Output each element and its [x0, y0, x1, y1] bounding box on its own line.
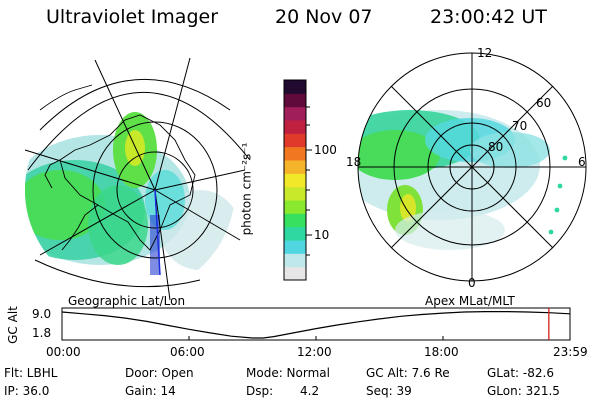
time-label: 23:00:42 UT [430, 6, 547, 28]
colorbar-tick-10: 10 [314, 228, 330, 242]
dsp-label: Dsp: [246, 384, 274, 398]
colorbar-segment [284, 93, 306, 108]
colorbar-segment [284, 226, 306, 241]
door-info: Door: Open [125, 366, 194, 380]
x-tick-0000: 00:00 [46, 345, 81, 359]
x-tick-1800: 18:00 [424, 345, 459, 359]
colorbar-segment [284, 186, 306, 201]
x-tick-0600: 06:00 [170, 345, 205, 359]
gc-alt-info: GC Alt: 7.6 Re [366, 366, 450, 380]
colorbar-segment [284, 173, 306, 188]
colorbar-segment [284, 200, 306, 214]
mlat-80-label: 80 [488, 140, 504, 154]
mlat-70-label: 70 [512, 119, 528, 133]
altitude-line [61, 311, 571, 339]
colorbar-segment [284, 146, 306, 161]
polar-dots [548, 155, 568, 235]
colorbar-segment [284, 253, 306, 268]
ip-info: IP: 36.0 [4, 384, 50, 398]
glon-info: GLon: 321.5 [487, 384, 560, 398]
date-label: 20 Nov 07 [275, 6, 373, 28]
colorbar-unit-label: photon cm⁻²s⁻¹ [239, 142, 254, 236]
altitude-ylabel: GC Alt [5, 306, 20, 344]
colorbar-segment [284, 106, 306, 121]
geographic-label: Geographic Lat/Lon [68, 294, 186, 308]
colorbar-segment [284, 240, 306, 254]
apex-label: Apex MLat/MLT [425, 294, 515, 308]
flt-info: Flt: LBHL [4, 366, 58, 380]
mlt-12-label: 12 [477, 46, 493, 60]
gain-info: Gain: 14 [125, 384, 176, 398]
colorbar-segment [284, 133, 306, 148]
colorbar-segment [284, 160, 306, 174]
colorbar-segment [284, 213, 306, 228]
x-tick-2359: 23:59 [553, 345, 588, 359]
colorbar-segment [284, 120, 306, 134]
colorbar-tick-100: 100 [314, 143, 337, 157]
altitude-frame [61, 307, 571, 341]
mlt-00-label: 0 [468, 276, 476, 290]
colorbar-segment [284, 80, 306, 94]
polar-grid [357, 52, 587, 282]
glat-info: GLat: -82.6 [487, 366, 554, 380]
x-tick-1200: 12:00 [297, 345, 332, 359]
mode-info: Mode: Normal [246, 366, 330, 380]
mlt-18-label: 18 [346, 155, 362, 169]
dsp-value: 4.2 [300, 384, 320, 398]
altitude-ticks [61, 336, 571, 340]
altitude-tick-bottom: 1.8 [32, 326, 52, 340]
seq-info: Seq: 39 [366, 384, 412, 398]
instrument-title: Ultraviolet Imager [46, 6, 219, 28]
mlat-60-label: 60 [536, 96, 552, 110]
altitude-tick-top: 9.0 [32, 307, 52, 321]
mlt-06-label: 6 [578, 155, 586, 169]
colorbar-segment [284, 266, 306, 281]
colorbar [284, 80, 306, 281]
